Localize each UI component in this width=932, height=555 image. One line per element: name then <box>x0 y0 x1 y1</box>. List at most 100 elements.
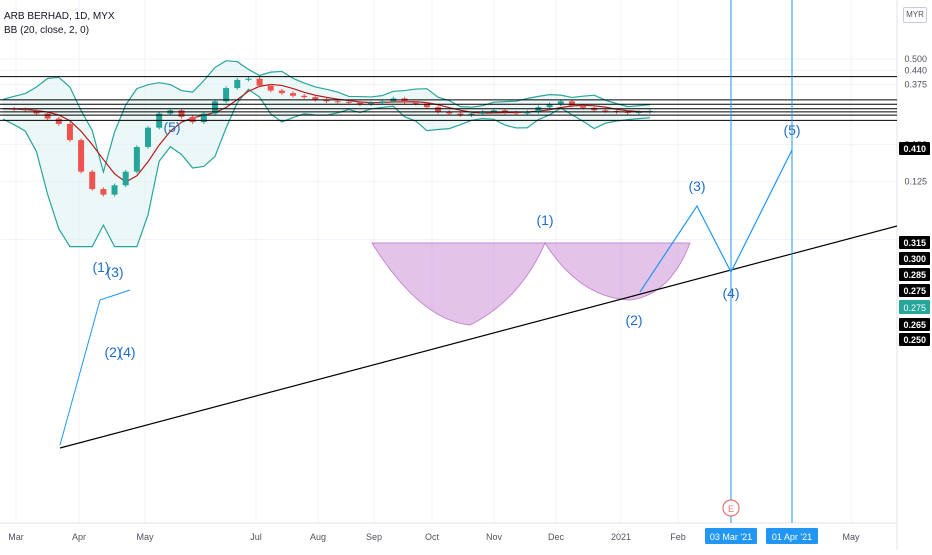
candle <box>490 110 497 112</box>
candle <box>122 171 129 186</box>
candle <box>557 101 564 105</box>
wave-label: (4) <box>722 285 739 301</box>
cup-pattern <box>371 242 546 326</box>
candle <box>345 101 352 103</box>
candle <box>178 110 185 117</box>
x-tick-label: 2021 <box>611 532 631 542</box>
date-marker-badge <box>705 528 757 544</box>
level-label: 0.315 <box>903 238 926 248</box>
candle <box>435 107 442 112</box>
x-tick-label: May <box>136 532 154 542</box>
candle <box>423 103 430 108</box>
candle <box>379 101 386 103</box>
x-tick-label: Apr <box>72 532 86 542</box>
candle <box>22 109 29 111</box>
wave-label: (3) <box>688 178 705 194</box>
level-label-bg <box>899 318 930 331</box>
x-tick-label: Aug <box>310 532 326 542</box>
candle <box>479 111 486 114</box>
wave-label: (1) <box>92 259 109 275</box>
event-marker <box>722 499 740 517</box>
indicator-legend[interactable]: BB (20, close, 2, 0) <box>4 25 90 36</box>
candle <box>256 78 263 86</box>
handle-pattern <box>544 242 691 301</box>
candle <box>133 146 140 172</box>
candle <box>312 97 319 100</box>
candle <box>290 93 297 96</box>
wave-label: (5) <box>163 119 180 135</box>
wave-path <box>59 289 131 446</box>
candle <box>468 113 475 116</box>
candle <box>602 110 609 112</box>
last-price-badge <box>899 300 930 314</box>
y-tick-label: 0.125 <box>904 177 927 187</box>
candle <box>323 99 330 102</box>
trend-line <box>59 225 898 449</box>
x-tick-label: Dec <box>548 532 565 542</box>
candle <box>189 116 196 123</box>
candle <box>301 95 308 98</box>
candle <box>145 127 152 147</box>
level-label: 0.265 <box>903 320 926 330</box>
last-price-label: 0.275 <box>903 303 926 313</box>
y-tick-label: 0.440 <box>904 65 927 75</box>
level-label: 0.275 <box>903 286 926 296</box>
candle <box>401 98 408 103</box>
bb-upper-band <box>2 60 651 175</box>
level-label-bg <box>899 268 930 281</box>
candle <box>211 101 218 114</box>
candle <box>89 171 96 190</box>
x-tick-label: Nov <box>486 532 503 542</box>
candle <box>457 113 464 116</box>
candle <box>55 118 62 124</box>
wave-label: (5) <box>783 122 800 138</box>
x-tick-label: May <box>842 532 860 542</box>
level-label-bg <box>899 333 930 346</box>
candle <box>111 185 118 195</box>
wave-label: (4) <box>118 344 135 360</box>
y-tick-label: 0.375 <box>904 79 927 89</box>
candle <box>334 101 341 103</box>
candle <box>546 104 553 108</box>
candle <box>568 101 575 106</box>
candle <box>234 79 241 89</box>
chart-title: ARB BERHAD, 1D, MYX <box>4 11 115 22</box>
date-marker-label: 03 Mar '21 <box>710 532 752 542</box>
x-tick-label: Sep <box>366 532 382 542</box>
candle <box>368 102 375 105</box>
projection-path <box>639 149 793 293</box>
date-marker-badge <box>766 528 818 544</box>
level-label-bg <box>899 252 930 265</box>
wave-label: (2) <box>104 344 121 360</box>
candle <box>524 111 531 114</box>
candle <box>44 113 51 119</box>
wave-label: (1) <box>536 212 553 228</box>
candle <box>200 113 207 123</box>
wave-label: (3) <box>106 264 123 280</box>
x-tick-label: Jul <box>250 532 262 542</box>
candle <box>412 102 419 104</box>
x-tick-label: Oct <box>425 532 440 542</box>
x-tick-label: Mar <box>8 532 24 542</box>
date-marker-label: 01 Apr '21 <box>772 532 812 542</box>
y-tick-label: 0.500 <box>904 54 927 64</box>
candle <box>267 85 274 91</box>
level-label: 0.410 <box>903 144 926 154</box>
candle <box>580 105 587 108</box>
candle <box>78 140 85 172</box>
level-label: 0.285 <box>903 270 926 280</box>
candle <box>100 189 107 195</box>
currency-badge[interactable]: MYR <box>903 7 927 23</box>
x-tick-label: Feb <box>670 532 686 542</box>
candle <box>356 102 363 105</box>
candle <box>535 107 542 112</box>
candle <box>245 78 252 80</box>
level-label-bg <box>899 142 930 155</box>
level-label: 0.300 <box>903 254 926 264</box>
candle <box>66 123 73 141</box>
event-marker-label: E <box>728 504 734 514</box>
level-label-bg <box>899 284 930 297</box>
wave-label: (2) <box>625 312 642 328</box>
